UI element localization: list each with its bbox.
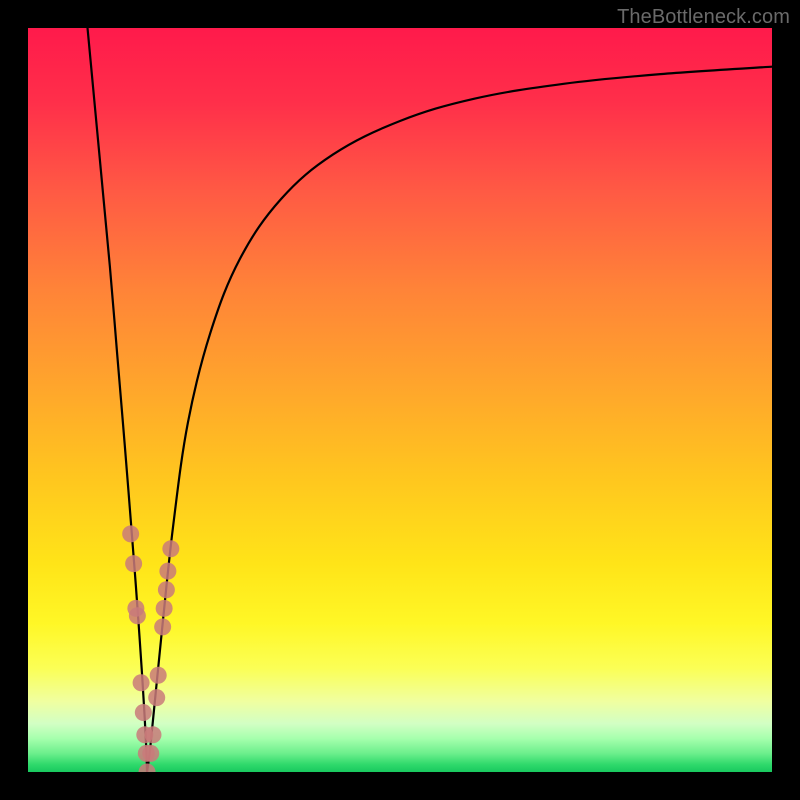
curve-left-branch — [88, 28, 148, 772]
curve-layer — [28, 28, 772, 772]
data-markers — [122, 525, 179, 772]
plot-area — [28, 28, 772, 772]
data-marker — [148, 689, 165, 706]
curve-right-branch — [147, 67, 772, 772]
data-marker — [162, 540, 179, 557]
data-marker — [122, 525, 139, 542]
data-marker — [154, 618, 171, 635]
data-marker — [156, 600, 173, 617]
data-marker — [125, 555, 142, 572]
data-marker — [159, 563, 176, 580]
data-marker — [139, 764, 156, 773]
data-marker — [142, 745, 159, 762]
data-marker — [144, 726, 161, 743]
data-marker — [129, 607, 146, 624]
chart-container: TheBottleneck.com — [0, 0, 800, 800]
data-marker — [133, 674, 150, 691]
data-marker — [135, 704, 152, 721]
watermark-text: TheBottleneck.com — [617, 6, 790, 29]
data-marker — [158, 581, 175, 598]
data-marker — [150, 667, 167, 684]
